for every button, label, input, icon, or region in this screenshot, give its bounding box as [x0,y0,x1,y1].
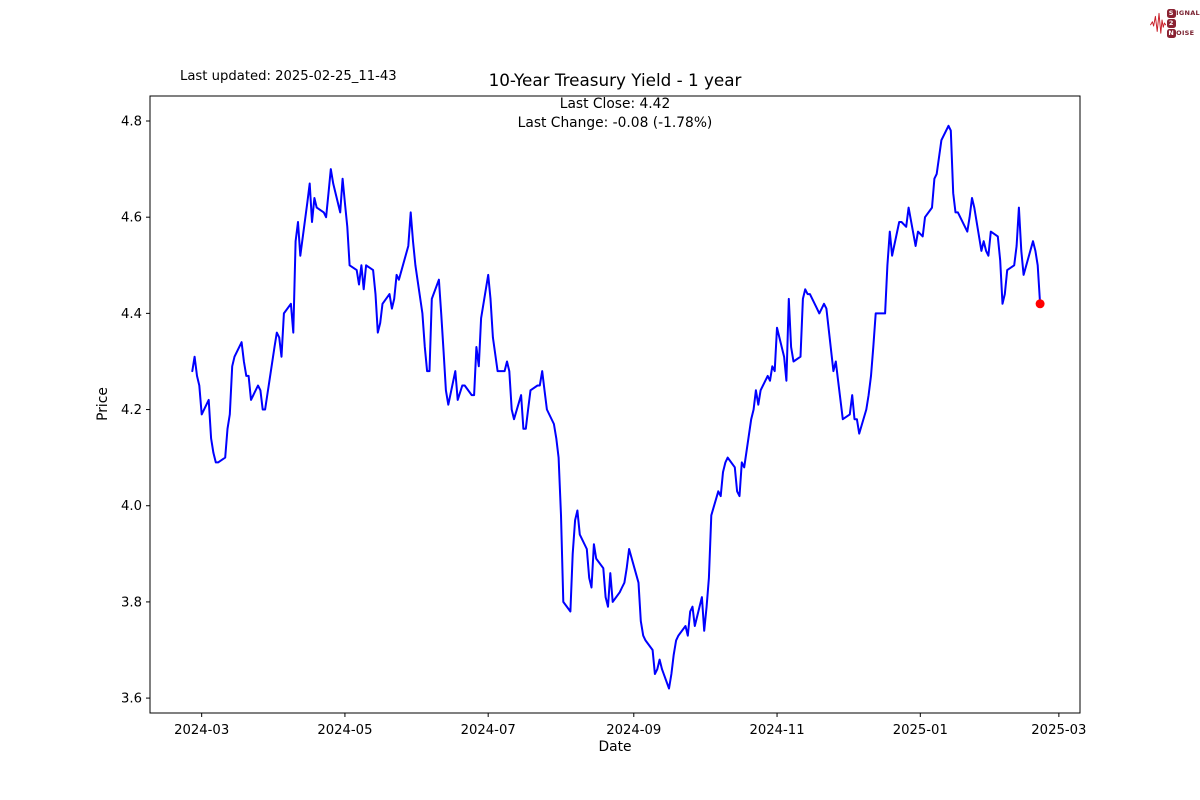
x-tick-label: 2024-09 [606,723,661,738]
x-tick-label: 2024-05 [317,723,372,738]
price-line [191,124,1042,690]
x-tick-label: 2024-03 [174,723,229,738]
logo-text-ignal: IGNAL [1176,8,1200,17]
last-updated-text: Last updated: 2025-02-25_11-43 [180,69,397,84]
logo-letter-2: 2 [1166,18,1176,28]
heartbeat-waveform-icon [1150,12,1166,34]
y-tick-label: 4.6 [121,211,142,226]
logo-text: S IGNAL 2 N OISE [1166,8,1200,38]
y-tick-label: 3.8 [121,595,142,610]
last-point-marker [1035,299,1045,309]
last-close-subtitle: Last Close: 4.42 [559,96,671,112]
x-tick-label: 2024-07 [461,723,516,738]
y-tick-label: 4.2 [121,403,142,418]
x-axis-label: Date [598,739,632,755]
plot-frame [149,95,1081,714]
chart-title: 10-Year Treasury Yield - 1 year [488,70,742,90]
logo-text-oise: OISE [1176,28,1195,37]
logo-letter-s: S [1166,8,1176,18]
y-tick-label: 4.0 [121,499,142,514]
y-tick-label: 4.8 [121,115,142,130]
y-tick-label: 4.4 [121,307,142,322]
x-tick-label: 2024-11 [749,723,804,738]
signal2noise-logo: S IGNAL 2 N OISE [1150,3,1200,43]
y-tick-label: 3.6 [121,692,142,707]
x-tick-label: 2025-03 [1031,723,1086,738]
logo-letter-n: N [1166,28,1176,38]
last-change-subtitle: Last Change: -0.08 (-1.78%) [517,115,713,131]
x-tick-label: 2025-01 [893,723,948,738]
